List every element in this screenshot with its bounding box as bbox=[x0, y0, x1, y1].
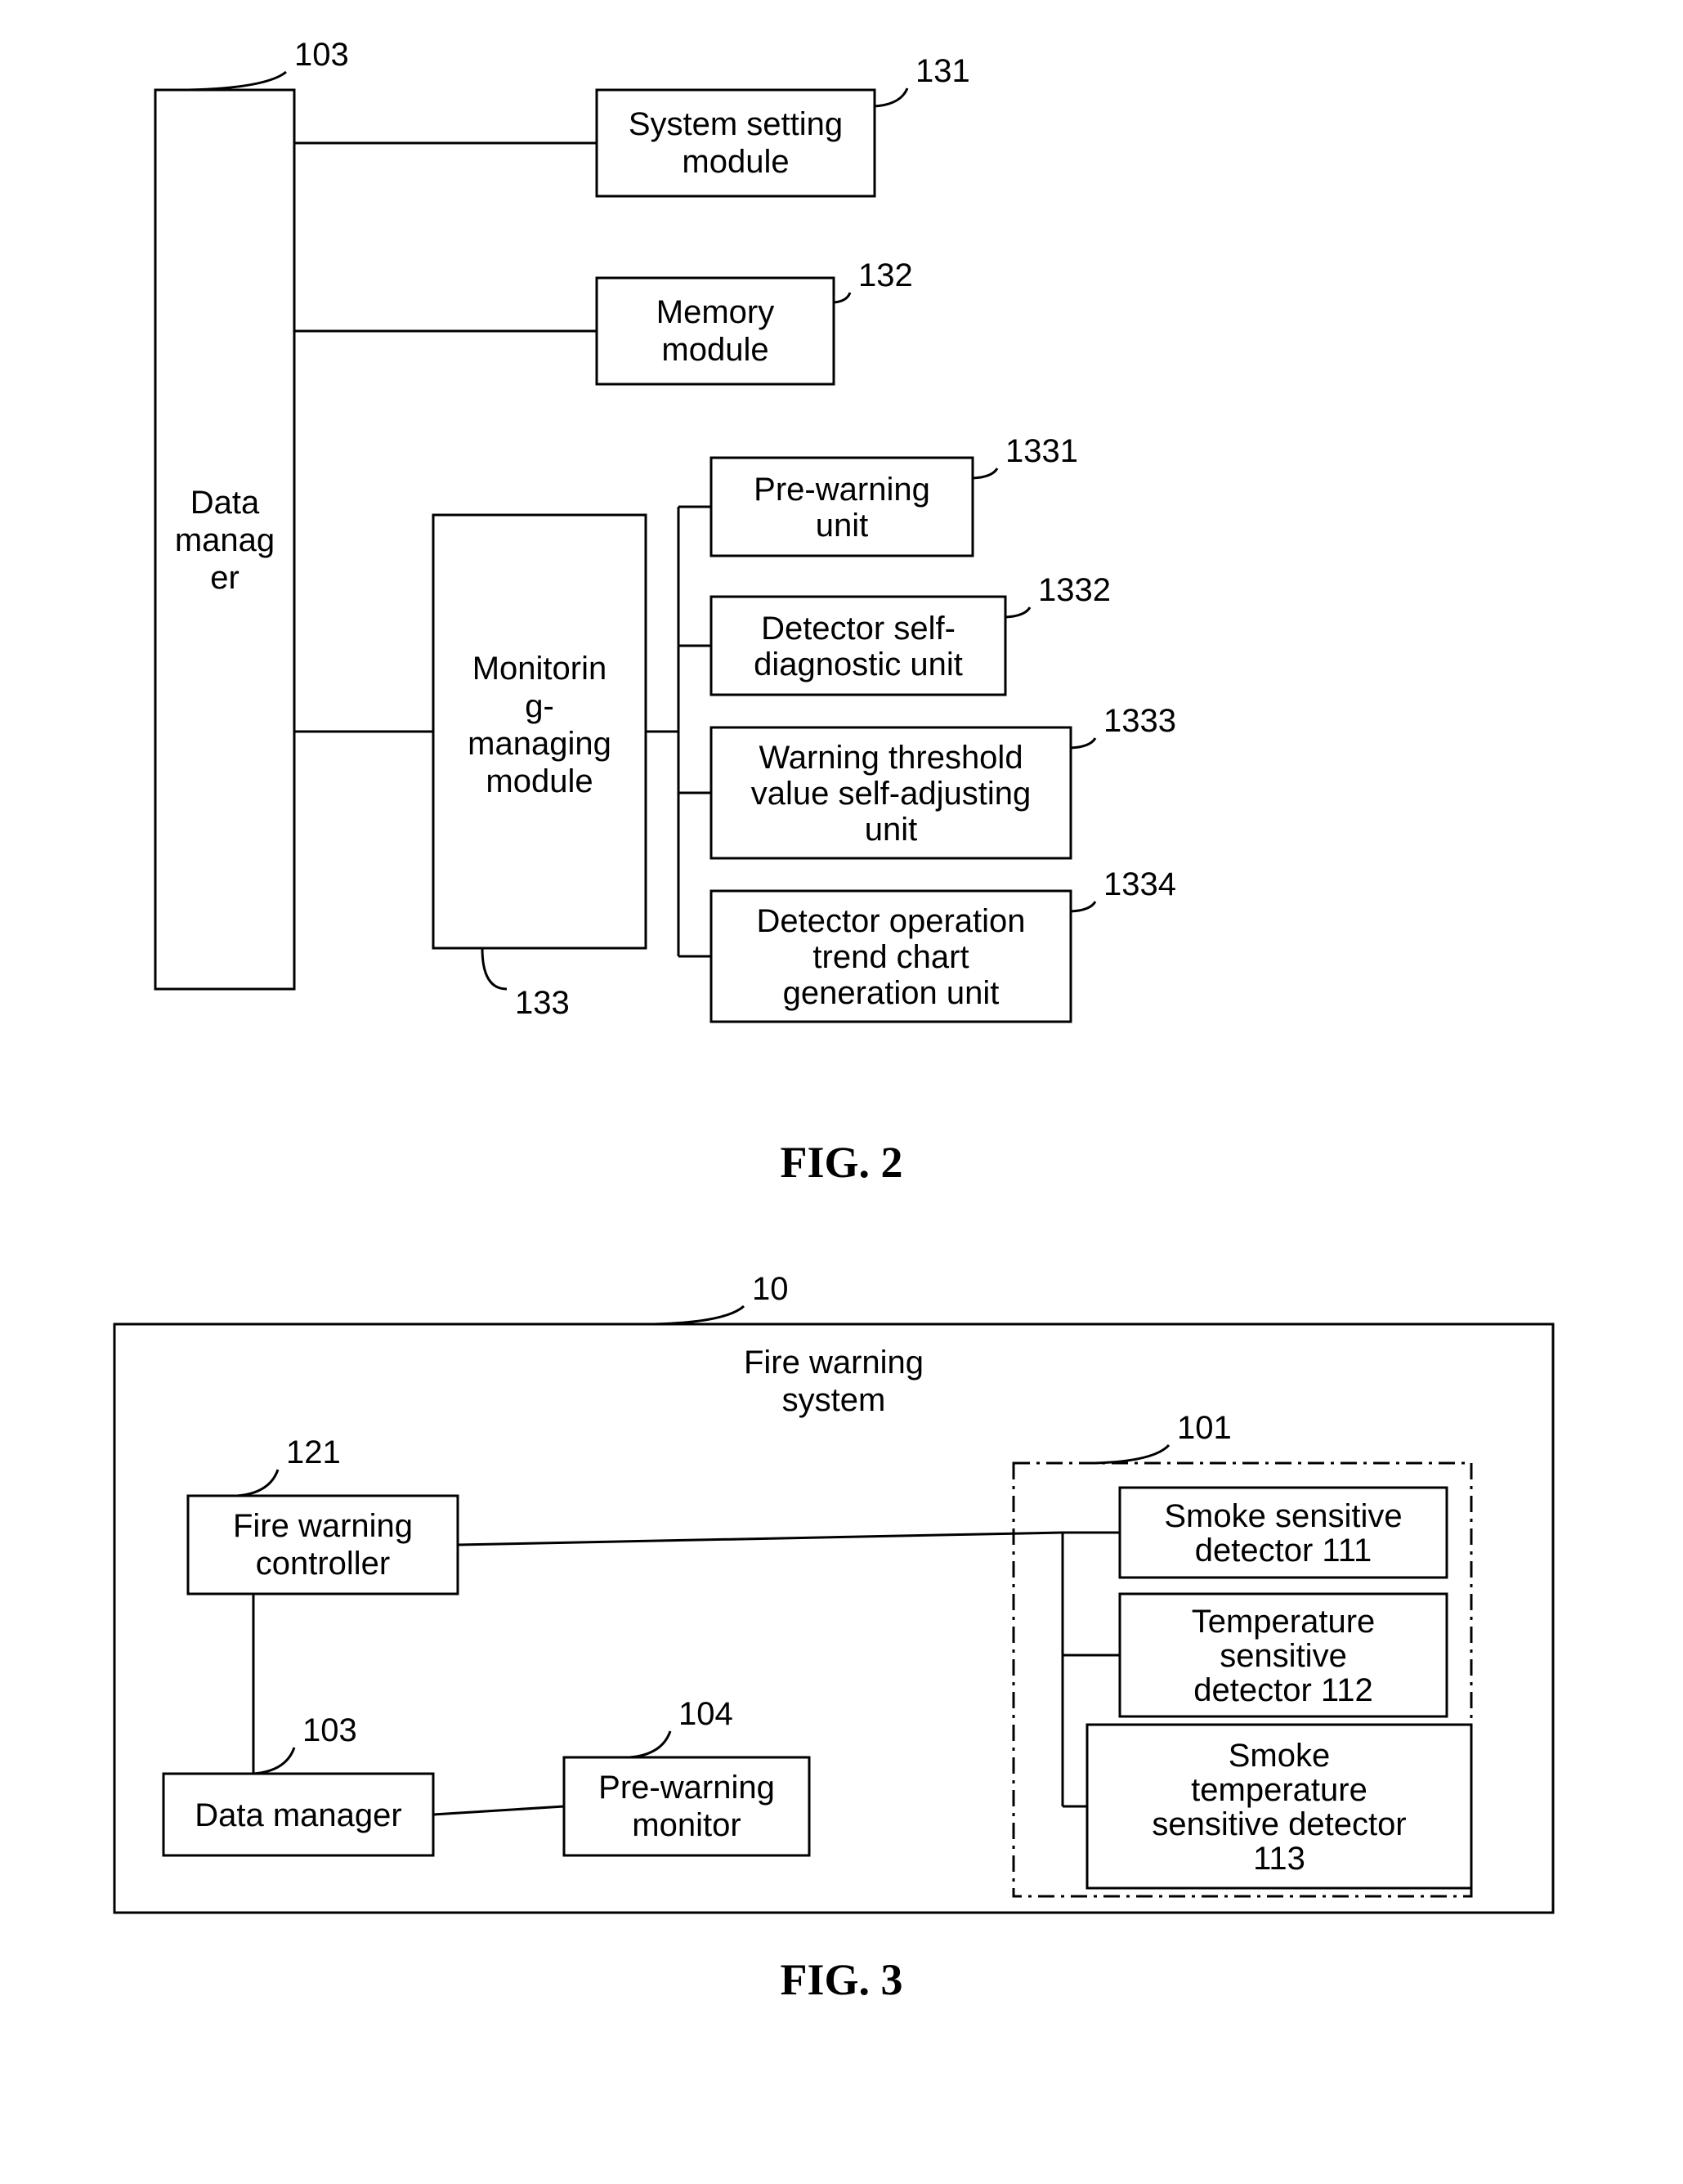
fire-warning-controller-number: 121 bbox=[286, 1434, 341, 1470]
pre_warning_unit-number: 1331 bbox=[1005, 433, 1078, 469]
fire-warning-system-label: Fire warning bbox=[744, 1345, 924, 1381]
temp_detector-label: detector 112 bbox=[1193, 1672, 1372, 1708]
pre_warning_unit-label: unit bbox=[816, 508, 869, 544]
smoke_detector-label: Smoke sensitive bbox=[1164, 1498, 1402, 1534]
system-setting-label: module bbox=[682, 144, 789, 180]
smoke_temp_detector-label: 113 bbox=[1253, 1841, 1305, 1877]
data-manager-label: manag bbox=[175, 522, 275, 558]
pre-warning-monitor-number: 104 bbox=[678, 1696, 733, 1732]
data-manager-label: er bbox=[210, 560, 239, 596]
pre-warning-monitor-label: Pre-warning bbox=[598, 1770, 775, 1806]
fire-warning-controller-label: Fire warning bbox=[233, 1508, 413, 1544]
detector_self_diagnostic-leader bbox=[1005, 607, 1030, 617]
fire-warning-controller-label: controller bbox=[256, 1546, 391, 1582]
system-setting-number: 131 bbox=[915, 53, 970, 89]
detector-group-number: 101 bbox=[1177, 1410, 1232, 1446]
warning_threshold-number: 1333 bbox=[1103, 703, 1176, 739]
detector_self_diagnostic-label: diagnostic unit bbox=[754, 647, 963, 682]
detector_trend-number: 1334 bbox=[1103, 866, 1176, 902]
monitoring-managing-number: 133 bbox=[515, 985, 570, 1021]
memory-module-label: module bbox=[661, 332, 768, 368]
pre_warning_unit-label: Pre-warning bbox=[754, 472, 930, 508]
temp_detector-label: Temperature bbox=[1192, 1604, 1376, 1640]
detector_trend-label: Detector operation bbox=[756, 903, 1025, 939]
data-manager-f3-label: Data manager bbox=[195, 1797, 401, 1833]
warning_threshold-label: Warning threshold bbox=[759, 740, 1023, 776]
monitoring-managing-label: g- bbox=[525, 688, 554, 724]
detector_trend-label: generation unit bbox=[783, 975, 1000, 1011]
pre-warning-monitor-label: monitor bbox=[632, 1807, 741, 1843]
detector_trend-leader bbox=[1071, 902, 1095, 911]
monitoring-managing-label: managing bbox=[468, 726, 611, 762]
system-setting-leader bbox=[875, 88, 907, 106]
fire-warning-system-label: system bbox=[782, 1382, 886, 1418]
smoke_temp_detector-label: sensitive detector bbox=[1152, 1806, 1406, 1842]
data-manager-label: Data bbox=[190, 485, 260, 521]
memory-module-label: Memory bbox=[656, 294, 774, 330]
data-manager-f3-number: 103 bbox=[302, 1712, 357, 1748]
data-manager-number: 103 bbox=[294, 37, 349, 73]
warning_threshold-label: unit bbox=[865, 812, 918, 848]
smoke_detector-label: detector 111 bbox=[1195, 1533, 1372, 1569]
smoke_temp_detector-label: Smoke bbox=[1229, 1738, 1331, 1774]
memory-module-number: 132 bbox=[858, 257, 913, 293]
fig2-caption: FIG. 2 bbox=[780, 1138, 902, 1187]
detector_self_diagnostic-number: 1332 bbox=[1038, 572, 1111, 608]
fire-warning-system-number: 10 bbox=[752, 1271, 789, 1307]
fig3-caption: FIG. 3 bbox=[780, 1955, 902, 2004]
memory-module-leader bbox=[834, 293, 850, 302]
warning_threshold-leader bbox=[1071, 738, 1095, 748]
warning_threshold-label: value self-adjusting bbox=[751, 776, 1031, 812]
detector_self_diagnostic-label: Detector self- bbox=[761, 611, 956, 647]
temp_detector-label: sensitive bbox=[1220, 1638, 1347, 1674]
monitoring-managing-leader bbox=[482, 948, 507, 989]
smoke_temp_detector-label: temperature bbox=[1191, 1772, 1367, 1808]
monitoring-managing-label: Monitorin bbox=[472, 651, 607, 687]
detector_trend-label: trend chart bbox=[812, 939, 969, 975]
system-setting-label: System setting bbox=[629, 106, 843, 142]
pre_warning_unit-leader bbox=[973, 468, 997, 478]
data-manager-leader bbox=[188, 72, 286, 90]
monitoring-managing-label: module bbox=[486, 763, 593, 799]
fire-warning-system-leader bbox=[654, 1306, 744, 1324]
